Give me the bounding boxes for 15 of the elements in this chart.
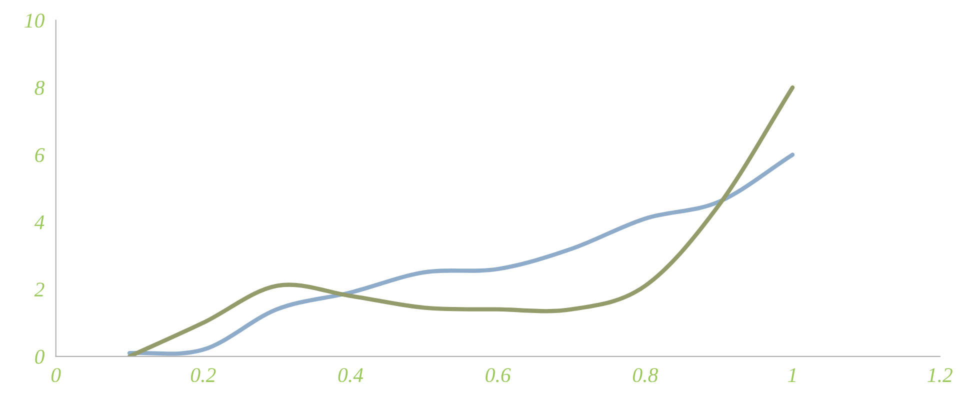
x-tick-label: 0.2 — [190, 368, 216, 382]
y-tick-label: 10 — [24, 14, 44, 28]
x-tick-label: 0.4 — [338, 368, 364, 382]
y-tick-label: 6 — [35, 148, 45, 162]
y-tick-label: 0 — [35, 350, 44, 364]
x-tick-label: 0.6 — [486, 368, 511, 382]
x-tick-label: 0.8 — [632, 368, 658, 382]
y-tick-label: 8 — [34, 80, 45, 95]
y-tick-label: 2 — [34, 282, 44, 296]
x-tick-label: 1 — [788, 368, 796, 382]
x-tick-label: 1.2 — [928, 368, 952, 382]
line-series — [127, 85, 795, 356]
y-tick-label: 4 — [34, 215, 44, 230]
line-series — [127, 152, 795, 356]
x-tick-label: 0 — [51, 368, 61, 382]
